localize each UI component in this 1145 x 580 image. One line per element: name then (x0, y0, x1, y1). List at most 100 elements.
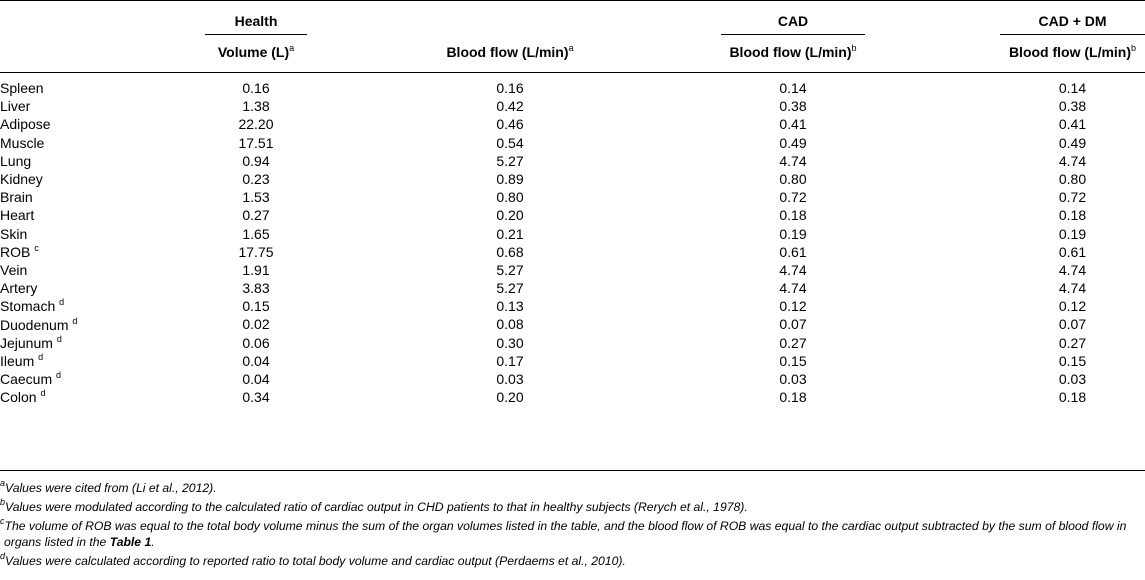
cell-flow-health: 0.20 (496, 389, 524, 406)
group-underline-health (205, 34, 307, 35)
column-header-flow-cad-dm: Blood flow (L/min)b (1008, 43, 1137, 61)
cell-flow-cad: 0.18 (779, 207, 807, 224)
cell-flow-health: 0.13 (496, 298, 524, 315)
cell-flow-caddm: 0.15 (1058, 352, 1087, 369)
organ-name: Brain (0, 189, 33, 206)
cell-volume: 1.38 (242, 98, 270, 115)
organ-name: Jejunum d (0, 333, 62, 351)
cell-flow-caddm: 4.74 (1058, 261, 1087, 278)
cell-flow-health: 0.08 (496, 316, 524, 333)
cell-flow-caddm: 0.07 (1058, 316, 1087, 333)
footnote-b: bValues were modulated according to the … (0, 497, 748, 515)
table-row: Kidney 0.23 0.89 0.80 0.80 (0, 170, 1145, 188)
table-reference: Table 1 (109, 535, 152, 549)
data-table: Spleen 0.16 0.16 0.14 0.14 Liver 1.38 0.42 0.38 0… (0, 79, 1145, 406)
cell-volume: 1.65 (242, 225, 270, 242)
column-header-flow-cad: Blood flow (L/min)b (729, 43, 857, 61)
cell-flow-cad: 0.03 (779, 371, 807, 387)
cell-flow-health: 0.21 (496, 225, 524, 242)
cell-volume: 0.06 (242, 334, 270, 351)
table-top-rule (0, 0, 1145, 1)
table-row: Ileum d 0.04 0.17 0.15 0.15 (0, 352, 1145, 370)
cell-volume: 17.75 (238, 243, 274, 260)
table-row: Duodenum d 0.02 0.08 0.07 0.07 (0, 315, 1145, 333)
table-bottom-rule (0, 470, 1145, 471)
table-row: Muscle 17.51 0.54 0.49 0.49 (0, 134, 1145, 152)
cell-flow-cad: 0.19 (779, 225, 807, 242)
cell-flow-caddm: 0.41 (1058, 116, 1087, 133)
cell-flow-caddm: 0.19 (1058, 225, 1087, 242)
cell-flow-caddm: 4.74 (1058, 152, 1087, 169)
cell-flow-caddm: 0.61 (1058, 243, 1087, 260)
table-row: Artery 3.83 5.27 4.74 4.74 (0, 279, 1145, 297)
cell-flow-caddm: 0.80 (1058, 170, 1087, 187)
organ-name: Adipose (0, 116, 51, 133)
cell-volume: 0.23 (242, 170, 270, 187)
table-row: Brain 1.53 0.80 0.72 0.72 (0, 188, 1145, 206)
cell-flow-caddm: 0.38 (1058, 98, 1087, 115)
cell-flow-cad: 0.15 (779, 352, 807, 369)
cell-volume: 0.02 (242, 316, 270, 333)
cell-flow-health: 0.54 (496, 134, 524, 151)
cell-flow-cad: 0.41 (779, 116, 807, 133)
table-row: Colon d 0.34 0.20 0.18 0.18 (0, 388, 1145, 406)
cell-volume: 0.27 (242, 207, 270, 224)
cell-flow-cad: 0.61 (779, 243, 807, 260)
table-row: Jejunum d 0.06 0.30 0.27 0.27 (0, 334, 1145, 352)
table-row: Adipose 22.20 0.46 0.41 0.41 (0, 115, 1145, 133)
organ-name: Caecum d (0, 370, 62, 388)
cell-volume: 17.51 (238, 134, 274, 151)
table-row: Heart 0.27 0.20 0.18 0.18 (0, 206, 1145, 224)
cell-flow-caddm: 0.18 (1058, 207, 1087, 224)
organ-name: Vein (0, 261, 28, 278)
cell-flow-cad: 4.74 (779, 152, 807, 169)
footnote-a: aValues were cited from (Li et al., 2012… (0, 478, 217, 496)
cell-flow-health: 0.68 (496, 243, 524, 260)
cell-flow-caddm: 0.12 (1058, 298, 1087, 315)
organ-name: Kidney (0, 171, 43, 188)
cell-flow-cad: 0.14 (779, 80, 807, 96)
cell-flow-caddm: 0.03 (1058, 371, 1087, 387)
footnotes: aValues were cited from (Li et al., 2012… (0, 478, 1145, 572)
organ-name: Artery (0, 280, 38, 297)
column-header-volume: Volume (L)a (217, 43, 295, 61)
column-header-flow-health: Blood flow (L/min)a (446, 43, 574, 61)
cell-flow-cad: 4.74 (779, 280, 807, 297)
organ-name: Spleen (0, 80, 44, 97)
cell-flow-health: 0.20 (496, 207, 524, 224)
cell-flow-cad: 0.27 (779, 334, 807, 351)
cell-flow-cad: 0.18 (779, 389, 807, 406)
cell-flow-caddm: 0.18 (1058, 389, 1087, 406)
cell-volume: 0.16 (242, 80, 270, 96)
table-row: Vein 1.91 5.27 4.74 4.74 (0, 261, 1145, 279)
table-row: Stomach d 0.15 0.13 0.12 0.12 (0, 297, 1145, 315)
table-row: Spleen 0.16 0.16 0.14 0.14 (0, 79, 1145, 97)
group-header-health: Health (234, 13, 278, 29)
cell-flow-health: 0.89 (496, 170, 524, 187)
header-rule (0, 72, 1145, 73)
cell-volume: 0.04 (242, 352, 270, 369)
cell-volume: 22.20 (238, 116, 274, 133)
cell-flow-cad: 0.72 (779, 189, 807, 206)
cell-volume: 1.91 (242, 261, 270, 278)
organ-name: Stomach d (0, 297, 65, 315)
cell-volume: 1.53 (242, 189, 270, 206)
cell-flow-health: 0.16 (496, 80, 524, 96)
cell-flow-cad: 4.74 (779, 261, 807, 278)
organ-name: Muscle (0, 134, 45, 151)
table-row: Liver 1.38 0.42 0.38 0.38 (0, 97, 1145, 115)
cell-flow-health: 0.46 (496, 116, 524, 133)
group-underline-cad (721, 34, 865, 35)
cell-flow-caddm: 0.27 (1058, 334, 1087, 351)
organ-name: Duodenum d (0, 315, 78, 333)
cell-flow-caddm: 0.14 (1058, 80, 1087, 96)
group-header-cad: CAD (777, 13, 809, 29)
cell-flow-health: 0.03 (496, 371, 524, 387)
cell-flow-cad: 0.80 (779, 170, 807, 187)
cell-flow-cad: 0.07 (779, 316, 807, 333)
cell-flow-health: 0.80 (496, 189, 524, 206)
cell-flow-caddm: 0.49 (1058, 134, 1087, 151)
cell-flow-health: 0.17 (496, 352, 524, 369)
cell-volume: 0.15 (242, 298, 270, 315)
cell-flow-health: 0.30 (496, 334, 524, 351)
